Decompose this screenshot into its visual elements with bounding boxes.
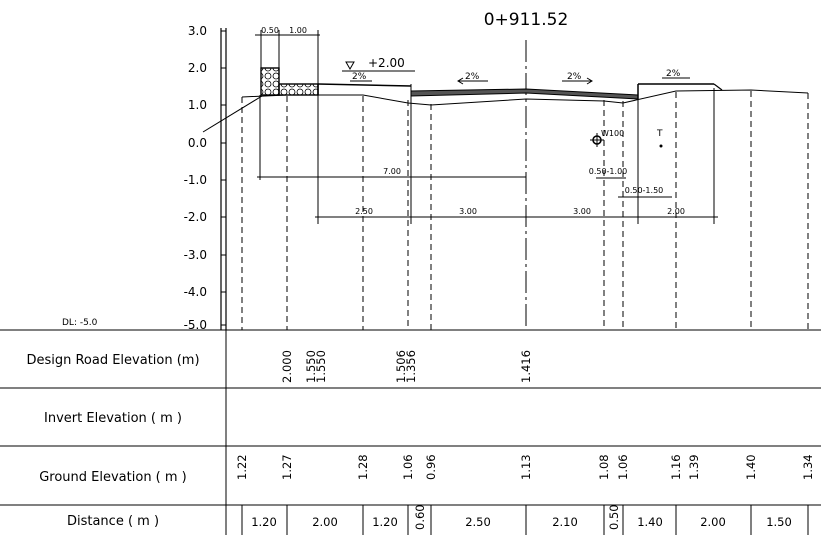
ground-elevation-value: 1.39	[687, 454, 701, 480]
row-label-design-elevation: Design Road Elevation (m)	[26, 353, 199, 368]
dimension-label: 2.50	[355, 207, 373, 216]
distance-value: 2.00	[312, 515, 338, 529]
dimension-label: 2.00	[667, 207, 685, 216]
ground-line	[241, 89, 809, 106]
elevation-tick-labels: 3.0 2.0 1.0 0.0 -1.0 -2.0 -3.0 -4.0 -5.0	[184, 24, 207, 332]
lane-dimensions: 2.50 3.00 3.00 2.00	[315, 207, 718, 218]
edge-lines	[259, 84, 715, 224]
design-elevation-value: 2.000	[280, 350, 294, 383]
road-surface	[317, 83, 723, 100]
distance-value: 1.20	[372, 515, 398, 529]
slope-label: 2%	[465, 72, 480, 82]
ground-elevation-value: 1.34	[801, 454, 815, 480]
marker-offset-label: 0.50-1.50	[625, 186, 664, 195]
elevation-tick-label: -5.0	[184, 318, 207, 332]
slope-label: 2%	[666, 69, 681, 79]
dimension-label: 1.00	[289, 26, 307, 35]
ground-elevation-value: 1.06	[401, 454, 415, 480]
elevation-tick-label: -1.0	[184, 173, 207, 187]
row-label-ground-elevation: Ground Elevation ( m )	[39, 470, 187, 485]
ground-elevation-value: 1.40	[744, 454, 758, 480]
half-width-dimension: 7.00	[383, 167, 401, 176]
table-row-labels: Design Road Elevation (m) Invert Elevati…	[26, 353, 199, 529]
ground-elevation-value: 0.96	[424, 454, 438, 480]
ground-elevation-value: 1.27	[280, 454, 294, 480]
ground-elevation-value: 1.13	[519, 454, 533, 480]
distance-value: 1.50	[766, 515, 792, 529]
elevation-tick-label: -4.0	[184, 285, 207, 299]
design-elevation-value: 1.550	[314, 350, 328, 383]
elevation-scale	[220, 28, 227, 330]
design-elevation-values: 2.000 1.550 1.550 1.506 1.356 1.416	[280, 350, 533, 383]
design-elevation-value: 1.356	[404, 350, 418, 383]
ground-elevation-value: 1.28	[356, 454, 370, 480]
elevation-tick-label: 1.0	[188, 98, 207, 112]
distance-values: 1.20 2.00 1.20 0.60 2.50 2.10 0.50 1.40 …	[251, 504, 792, 530]
dimension-label: 0.50	[261, 26, 279, 35]
curb	[260, 67, 319, 96]
design-elevation-value: 1.506	[394, 350, 408, 383]
elevation-tick-label: 3.0	[188, 24, 207, 38]
elevation-tick-label: -3.0	[184, 248, 207, 262]
distance-value: 0.50	[607, 504, 621, 530]
ground-elevation-value: 1.16	[669, 454, 683, 480]
ground-elevation-values: 1.22 1.27 1.28 1.06 0.96 1.13 1.08 1.06 …	[235, 454, 815, 480]
distance-value: 1.40	[637, 515, 663, 529]
pipe-offset-label: 0.50-1.00	[589, 167, 628, 176]
pipe-label: W100	[601, 129, 624, 138]
station-lines	[241, 91, 809, 330]
row-label-invert-elevation: Invert Elevation ( m )	[44, 411, 182, 426]
slope-line	[202, 95, 263, 133]
distance-value: 2.50	[465, 515, 491, 529]
ground-elevation-value: 1.22	[235, 454, 249, 480]
elevation-tick-label: 0.0	[188, 136, 207, 150]
pipe-w100: W100 0.50-1.00	[589, 129, 628, 179]
elevation-tick-label: 2.0	[188, 61, 207, 75]
distance-value: 1.20	[251, 515, 277, 529]
station-label: 0+911.52	[484, 10, 569, 30]
distance-value: 2.00	[700, 515, 726, 529]
sidewalk-dimensions: 0.50 1.00	[255, 26, 320, 84]
distance-value: 0.60	[413, 504, 427, 530]
water-level-marker: +2.00	[342, 56, 415, 72]
slope-label: 2%	[567, 72, 582, 82]
datum-label: DL: -5.0	[62, 318, 98, 328]
data-table	[0, 329, 821, 535]
distance-value: 2.10	[552, 515, 578, 529]
slope-labels: 2% 2% 2% 2%	[350, 69, 690, 85]
elevation-tick-label: -2.0	[184, 210, 207, 224]
marker-label: T	[656, 129, 663, 139]
water-level-label: +2.00	[368, 56, 405, 70]
design-elevation-value: 1.416	[519, 350, 533, 383]
ground-elevation-value: 1.06	[616, 454, 630, 480]
dimension-label: 3.00	[573, 207, 591, 216]
slope-label: 2%	[352, 72, 367, 82]
marker-t: T 0.50-1.50	[618, 129, 672, 198]
row-label-distance: Distance ( m )	[67, 514, 159, 529]
dimension-label: 3.00	[459, 207, 477, 216]
design-elevation-value: 1.550	[304, 350, 318, 383]
ground-elevation-value: 1.08	[597, 454, 611, 480]
